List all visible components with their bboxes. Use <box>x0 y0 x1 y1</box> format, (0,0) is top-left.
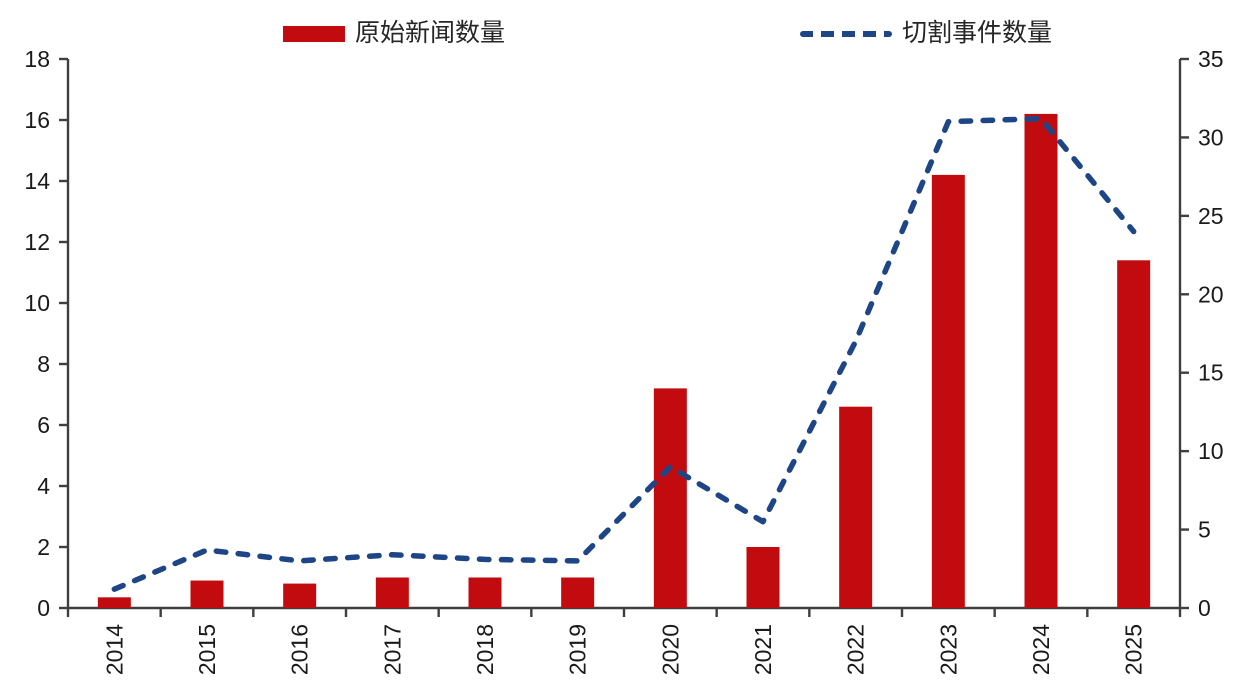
right-axis-tick-label-20: 20 <box>1198 281 1224 307</box>
y-axis-right: 0 5 10 15 20 25 30 35 <box>1180 46 1224 621</box>
left-axis-tick-label-12: 12 <box>24 229 50 255</box>
bar-2024 <box>1024 113 1058 609</box>
x-axis-labels: 2014 2015 2016 2017 2018 2019 2020 2021 2022 2023… <box>101 624 1146 675</box>
bar-series-swatch-icon <box>283 26 345 42</box>
left-axis-tick-label-18: 18 <box>24 46 50 72</box>
x-label-2021: 2021 <box>750 624 776 675</box>
bars-series <box>97 113 1151 609</box>
left-axis-tick-label-8: 8 <box>37 351 50 377</box>
legend-label-line: 切割事件数量 <box>902 20 1053 47</box>
bar-2014 <box>97 597 131 608</box>
right-axis-tick-label-35: 35 <box>1198 46 1224 72</box>
x-label-2025: 2025 <box>1121 624 1147 675</box>
y-axis-left: 0 2 4 6 8 10 12 14 16 18 <box>24 46 68 621</box>
bar-2019 <box>561 577 595 608</box>
x-label-2016: 2016 <box>287 624 313 675</box>
bar-2023 <box>931 174 965 608</box>
left-axis-tick-label-10: 10 <box>24 290 50 316</box>
bar-2017 <box>375 577 409 608</box>
left-axis-tick-label-14: 14 <box>24 168 50 194</box>
dashed-line-swatch-icon <box>800 31 892 37</box>
left-axis-tick-label-4: 4 <box>37 473 50 499</box>
right-axis-tick-label-5: 5 <box>1198 517 1211 543</box>
left-axis-tick-label-16: 16 <box>24 107 50 133</box>
axes <box>66 59 1182 610</box>
legend-label-bars: 原始新闻数量 <box>355 20 506 47</box>
x-label-2018: 2018 <box>472 624 498 675</box>
x-label-2020: 2020 <box>657 624 683 675</box>
bar-2020 <box>653 388 687 608</box>
right-axis-tick-label-10: 10 <box>1198 438 1224 464</box>
dashed-line-series <box>111 115 1137 592</box>
x-label-2022: 2022 <box>843 624 869 675</box>
x-label-2014: 2014 <box>101 624 127 675</box>
right-axis-tick-label-0: 0 <box>1198 595 1211 621</box>
chart-legend: 原始新闻数量 切割事件数量 <box>0 0 1248 52</box>
x-axis-ticks <box>66 608 1182 617</box>
bar-2021 <box>746 547 780 608</box>
right-axis-tick-label-25: 25 <box>1198 203 1224 229</box>
left-axis-tick-label-0: 0 <box>37 595 50 621</box>
left-axis-tick-label-2: 2 <box>37 534 50 560</box>
x-label-2023: 2023 <box>935 624 961 675</box>
right-axis-tick-label-30: 30 <box>1198 124 1224 150</box>
legend-item-line: 切割事件数量 <box>800 20 1052 48</box>
legend-item-bars: 原始新闻数量 <box>283 20 505 48</box>
x-label-2015: 2015 <box>194 624 220 675</box>
x-label-2017: 2017 <box>379 624 405 675</box>
bar-2018 <box>468 577 502 608</box>
right-axis-tick-label-15: 15 <box>1198 360 1224 386</box>
bar-2022 <box>839 406 873 608</box>
left-axis-tick-label-6: 6 <box>37 412 50 438</box>
bar-2016 <box>283 583 317 608</box>
x-label-2019: 2019 <box>565 624 591 675</box>
x-label-2024: 2024 <box>1028 624 1054 675</box>
bar-2025 <box>1117 260 1151 608</box>
bar-2015 <box>190 580 224 608</box>
